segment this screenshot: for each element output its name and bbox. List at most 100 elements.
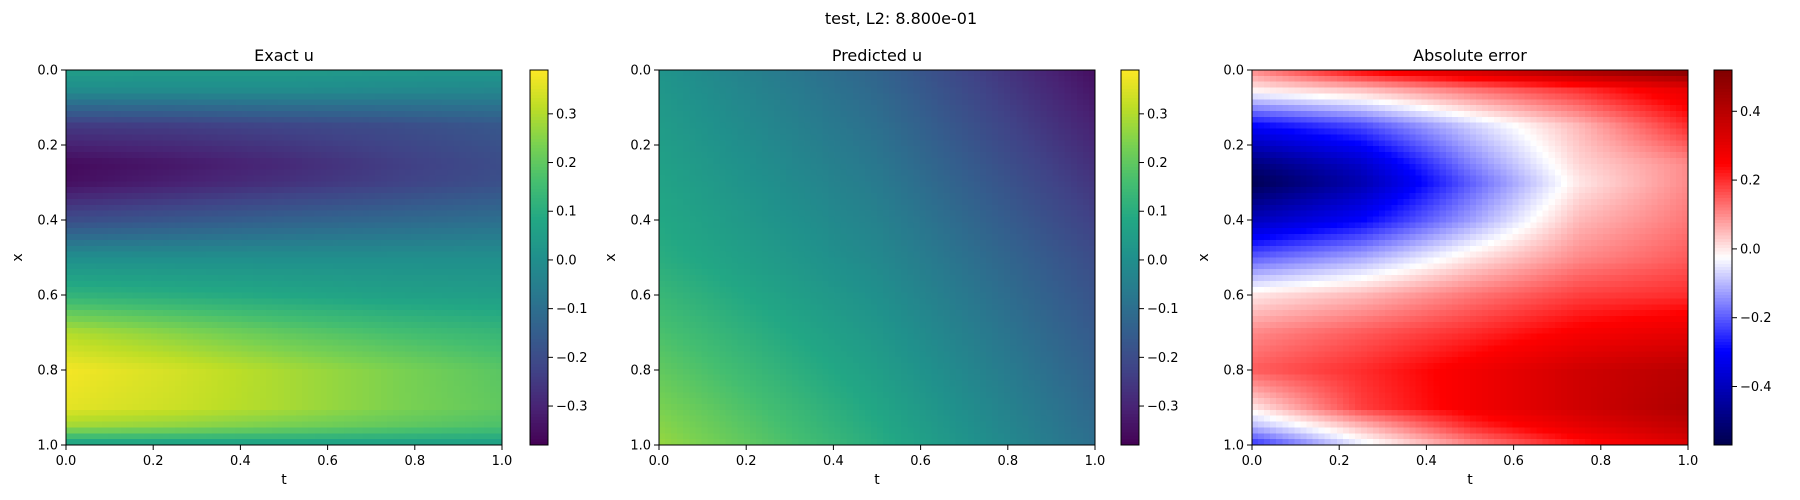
heatmap-cell — [96, 333, 103, 341]
heatmap-cell — [1034, 81, 1042, 89]
heatmap-cell — [144, 146, 152, 153]
heatmap-cell — [247, 321, 255, 329]
heatmap-cell — [338, 316, 346, 323]
heatmap-cell — [393, 245, 400, 253]
heatmap-cell — [435, 198, 443, 206]
heatmap-cell — [284, 298, 291, 305]
heatmap-cell — [368, 304, 376, 311]
heatmap-cell — [429, 386, 436, 393]
heatmap-cell — [168, 111, 176, 118]
heatmap-cell — [96, 280, 103, 288]
heatmap-cell — [314, 193, 321, 200]
heatmap-cell — [350, 75, 358, 83]
heatmap-cell — [447, 181, 455, 188]
heatmap-cell — [677, 87, 684, 95]
heatmap-cell — [495, 245, 503, 253]
heatmap-cell — [362, 210, 370, 218]
heatmap-cell — [199, 368, 206, 376]
heatmap-cell — [108, 75, 116, 83]
heatmap-cell — [374, 152, 382, 159]
heatmap-cell — [96, 257, 103, 264]
heatmap-cell — [162, 204, 170, 212]
heatmap-cell — [114, 105, 122, 112]
heatmap-cell — [362, 263, 370, 270]
heatmap-cell — [447, 146, 455, 153]
heatmap-cell — [344, 152, 352, 159]
heatmap-cell — [66, 351, 73, 358]
colorbar-segment — [530, 288, 548, 293]
heatmap-cell — [156, 222, 164, 229]
heatmap-cell — [423, 362, 430, 370]
heatmap-cell — [441, 122, 449, 130]
heatmap-cell — [314, 269, 321, 276]
heatmap-cell — [96, 111, 103, 118]
heatmap-cell — [356, 357, 364, 364]
heatmap-cell — [362, 245, 370, 253]
heatmap-cell — [350, 81, 358, 89]
heatmap-cell — [156, 116, 164, 124]
heatmap-cell — [271, 204, 279, 212]
heatmap-cell — [937, 75, 945, 83]
heatmap-cell — [695, 75, 702, 83]
heatmap-cell — [483, 263, 491, 270]
heatmap-cell — [199, 333, 206, 341]
heatmap-cell — [181, 321, 188, 329]
heatmap-cell — [175, 204, 182, 212]
heatmap-cell — [477, 362, 485, 370]
heatmap-cell — [423, 304, 430, 311]
heatmap-cell — [368, 345, 376, 352]
panel-2: Predicted u0.0 0.2 0.4 0.6 0.8 1.0t0.00.20.40… — [603, 46, 1179, 488]
colorbar-segment — [530, 213, 548, 218]
heatmap-cell — [296, 415, 303, 423]
heatmap-cell — [405, 251, 412, 259]
heatmap-cell — [72, 204, 79, 212]
heatmap-cell — [393, 181, 400, 188]
heatmap-cell — [411, 380, 418, 388]
heatmap-cell — [199, 187, 206, 194]
colorbar-segment — [530, 210, 548, 215]
heatmap-cell — [175, 111, 182, 118]
heatmap-cell — [271, 198, 279, 206]
heatmap-cell — [774, 81, 781, 89]
heatmap-cell — [471, 386, 479, 393]
heatmap-cell — [302, 321, 309, 329]
heatmap-cell — [489, 310, 497, 317]
heatmap-cell — [399, 392, 406, 399]
heatmap-cell — [217, 251, 225, 259]
heatmap-cell — [411, 427, 418, 434]
heatmap-cell — [284, 245, 291, 253]
heatmap-cell — [338, 239, 346, 247]
heatmap-cell — [138, 286, 146, 294]
heatmap-cell — [90, 175, 97, 182]
heatmap-cell — [90, 216, 97, 223]
heatmap-cell — [229, 357, 237, 364]
heatmap-cell — [132, 280, 140, 288]
colorbar-segment — [530, 135, 548, 140]
heatmap-cell — [193, 433, 200, 440]
heatmap-cell — [296, 181, 303, 188]
heatmap-cell — [235, 116, 243, 124]
heatmap-cell — [374, 234, 382, 241]
heatmap-cell — [102, 357, 109, 364]
heatmap-cell — [193, 87, 200, 95]
heatmap-cell — [66, 251, 73, 259]
heatmap-cell — [368, 134, 376, 141]
heatmap-cell — [399, 99, 406, 106]
heatmap-cell — [417, 321, 424, 329]
heatmap-cell — [429, 222, 436, 229]
heatmap-cell — [338, 70, 346, 77]
heatmap-cell — [241, 187, 249, 194]
heatmap-cell — [259, 345, 267, 352]
heatmap-cell — [380, 386, 388, 393]
heatmap-cell — [465, 111, 473, 118]
heatmap-cell — [393, 351, 400, 358]
heatmap-cell — [120, 210, 128, 218]
heatmap-cell — [411, 93, 418, 100]
heatmap-cell — [150, 286, 158, 294]
heatmap-cell — [296, 222, 303, 229]
heatmap-cell — [441, 433, 449, 440]
heatmap-cell — [211, 222, 218, 229]
heatmap-cell — [156, 204, 164, 212]
heatmap-cell — [162, 75, 170, 83]
heatmap-cell — [241, 251, 249, 259]
